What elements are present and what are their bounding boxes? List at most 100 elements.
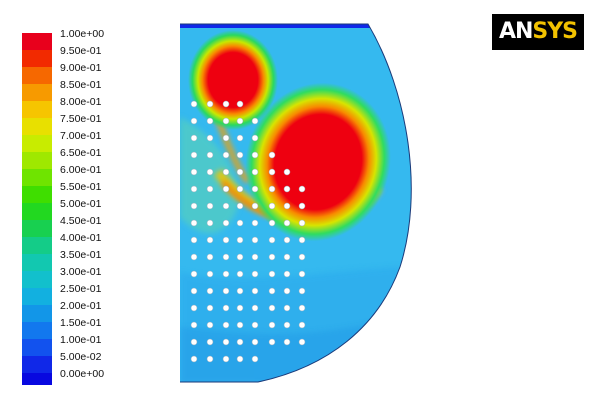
- legend-label: 6.50e-01: [60, 147, 102, 159]
- sample-point: [298, 185, 306, 193]
- legend-swatch: [22, 356, 52, 373]
- sample-point: [222, 185, 230, 193]
- legend-label: 1.50e-01: [60, 317, 102, 329]
- sample-point: [236, 185, 244, 193]
- sample-point: [268, 321, 276, 329]
- sample-point: [251, 287, 259, 295]
- sample-point: [206, 117, 214, 125]
- sample-point: [236, 287, 244, 295]
- sample-point: [283, 168, 291, 176]
- sample-point: [283, 304, 291, 312]
- sample-point: [251, 355, 259, 363]
- sample-point: [268, 185, 276, 193]
- sample-point: [190, 134, 198, 142]
- sample-point: [251, 134, 259, 142]
- vortex-right: [245, 82, 391, 242]
- sample-point: [236, 219, 244, 227]
- sample-point: [206, 321, 214, 329]
- sample-point: [190, 321, 198, 329]
- legend-swatch: [22, 169, 52, 186]
- legend-swatch: [22, 186, 52, 203]
- legend-label: 5.00e-02: [60, 351, 102, 363]
- sample-point: [251, 304, 259, 312]
- sample-point: [298, 219, 306, 227]
- sample-point: [206, 185, 214, 193]
- sample-point: [236, 134, 244, 142]
- sample-point: [190, 219, 198, 227]
- sample-point: [206, 236, 214, 244]
- sample-point: [251, 202, 259, 210]
- legend-label: 7.00e-01: [60, 130, 102, 142]
- sample-point: [222, 151, 230, 159]
- sample-point: [190, 338, 198, 346]
- legend-label: 3.50e-01: [60, 249, 102, 261]
- logo-text-sys: SYS: [532, 19, 578, 44]
- legend-swatch: [22, 203, 52, 220]
- sample-point: [206, 270, 214, 278]
- legend-swatch: [22, 373, 52, 385]
- sample-point: [268, 236, 276, 244]
- sample-point: [251, 253, 259, 261]
- domain-boundary: [180, 23, 412, 383]
- legend-swatch: [22, 118, 52, 135]
- sample-point: [283, 202, 291, 210]
- sample-point: [236, 151, 244, 159]
- sample-point: [251, 321, 259, 329]
- sample-point: [222, 321, 230, 329]
- legend-label: 5.00e-01: [60, 198, 102, 210]
- sample-point: [251, 219, 259, 227]
- sample-point: [283, 236, 291, 244]
- sample-point: [206, 100, 214, 108]
- legend-swatch: [22, 254, 52, 271]
- sample-point: [222, 236, 230, 244]
- sample-point: [298, 236, 306, 244]
- sample-point: [268, 287, 276, 295]
- sample-point: [190, 253, 198, 261]
- sample-point: [298, 202, 306, 210]
- top-wall-band: [180, 24, 370, 28]
- sample-point: [251, 185, 259, 193]
- sample-point: [190, 202, 198, 210]
- legend-swatch: [22, 67, 52, 84]
- legend-swatch: [22, 50, 52, 67]
- legend-label: 8.50e-01: [60, 79, 102, 91]
- sample-point: [206, 219, 214, 227]
- sample-point: [190, 236, 198, 244]
- sample-point: [268, 151, 276, 159]
- legend-label: 5.50e-01: [60, 181, 102, 193]
- legend-swatch: [22, 288, 52, 305]
- sample-point: [190, 287, 198, 295]
- sample-point: [298, 270, 306, 278]
- sample-point: [206, 355, 214, 363]
- sample-point: [222, 168, 230, 176]
- sample-point: [268, 270, 276, 278]
- sample-point: [222, 304, 230, 312]
- sample-point: [222, 117, 230, 125]
- sample-point: [251, 338, 259, 346]
- sample-point: [190, 168, 198, 176]
- sample-point: [251, 117, 259, 125]
- sample-point: [236, 168, 244, 176]
- sample-point: [222, 219, 230, 227]
- sample-point: [206, 287, 214, 295]
- sample-point: [283, 321, 291, 329]
- legend-label: 2.00e-01: [60, 300, 102, 312]
- sample-point: [222, 355, 230, 363]
- sample-point: [190, 355, 198, 363]
- sample-point: [283, 270, 291, 278]
- sample-point: [298, 338, 306, 346]
- legend-swatch: [22, 152, 52, 169]
- sample-point: [268, 219, 276, 227]
- sample-point: [222, 134, 230, 142]
- legend-label: 1.00e+00: [60, 28, 105, 40]
- sample-point: [222, 270, 230, 278]
- legend-label: 7.50e-01: [60, 113, 102, 125]
- sample-point: [251, 168, 259, 176]
- sample-point: [206, 151, 214, 159]
- sample-point: [268, 202, 276, 210]
- sample-point: [283, 219, 291, 227]
- legend-swatch: [22, 322, 52, 339]
- sample-point: [206, 338, 214, 346]
- sample-point: [298, 304, 306, 312]
- sample-point: [222, 253, 230, 261]
